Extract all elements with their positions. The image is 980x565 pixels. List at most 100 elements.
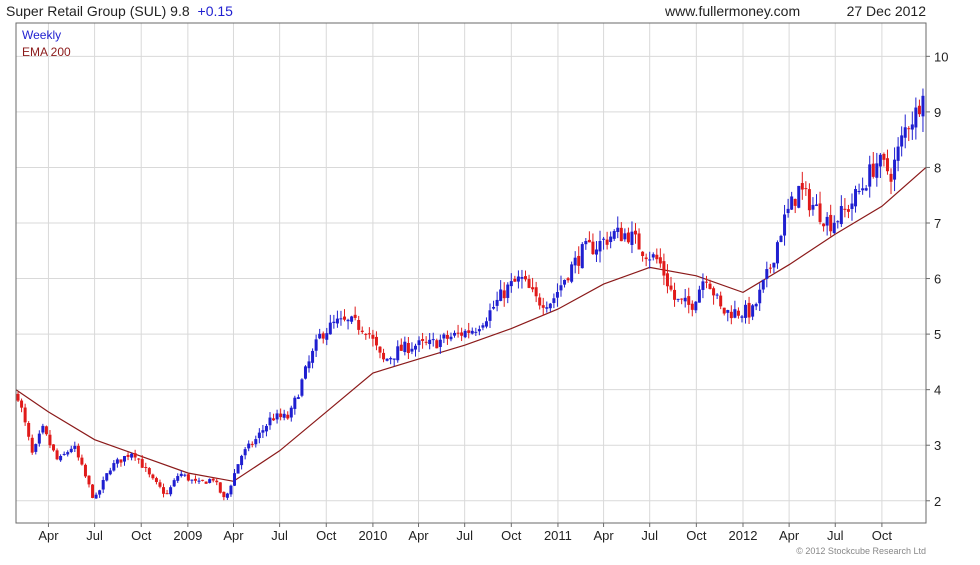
candle-body bbox=[623, 233, 627, 240]
candle bbox=[910, 111, 914, 140]
candle bbox=[563, 279, 567, 288]
candle bbox=[346, 318, 350, 330]
candle bbox=[421, 332, 425, 349]
candle-body bbox=[346, 319, 350, 322]
candle bbox=[115, 457, 119, 468]
candle-body bbox=[16, 393, 20, 401]
y-axis: 2 3 4 5 6 7 8 9 10 bbox=[926, 49, 948, 509]
candle bbox=[492, 300, 496, 310]
candle-body bbox=[137, 458, 141, 460]
candle-body bbox=[197, 480, 201, 482]
candle bbox=[80, 454, 84, 466]
candle bbox=[538, 293, 542, 310]
candle bbox=[552, 293, 556, 309]
candle-body bbox=[392, 358, 396, 360]
candle-body bbox=[878, 154, 882, 167]
candle bbox=[655, 248, 659, 264]
candle bbox=[793, 198, 797, 214]
candle bbox=[800, 171, 804, 200]
candle-body bbox=[534, 287, 538, 297]
candle-body bbox=[59, 455, 63, 461]
candle-body bbox=[257, 432, 261, 439]
candle bbox=[467, 322, 471, 339]
candle-body bbox=[839, 206, 843, 225]
candle-body bbox=[644, 257, 648, 260]
candle bbox=[740, 314, 744, 323]
candle-body bbox=[69, 448, 73, 453]
candle-body bbox=[83, 464, 87, 477]
candle bbox=[438, 334, 442, 354]
candle-body bbox=[172, 480, 176, 487]
candle bbox=[903, 114, 907, 149]
candle-body bbox=[477, 329, 481, 332]
candle-body bbox=[570, 264, 574, 282]
candle bbox=[275, 409, 279, 424]
candle-body bbox=[20, 400, 24, 408]
candle bbox=[495, 291, 499, 312]
candle bbox=[715, 293, 719, 300]
candle bbox=[460, 327, 464, 342]
candle bbox=[328, 314, 332, 335]
candle-body bbox=[559, 285, 563, 291]
candle bbox=[704, 275, 708, 289]
candle bbox=[825, 212, 829, 236]
candle-body bbox=[335, 318, 339, 324]
candle bbox=[701, 273, 705, 299]
candle bbox=[108, 467, 112, 476]
candle-body bbox=[154, 478, 158, 483]
candle-body bbox=[885, 158, 889, 172]
ema-line bbox=[15, 166, 927, 482]
candle-body bbox=[846, 209, 850, 212]
x-tick-label: 2011 bbox=[544, 528, 572, 543]
candle-body bbox=[900, 135, 904, 147]
candle bbox=[23, 403, 27, 426]
candle bbox=[339, 310, 343, 326]
candle bbox=[864, 185, 868, 192]
candle bbox=[147, 467, 151, 478]
candle-body bbox=[520, 276, 524, 279]
candle-body bbox=[648, 259, 652, 261]
candle-body bbox=[350, 316, 354, 322]
chart-title: Super Retail Group (SUL) 9.8 +0.15 bbox=[6, 3, 233, 19]
candle bbox=[257, 428, 261, 444]
x-tick-label: 2012 bbox=[729, 528, 758, 543]
candle-body bbox=[435, 340, 439, 349]
candle bbox=[254, 435, 258, 448]
candle-body bbox=[360, 330, 364, 332]
candle bbox=[612, 229, 616, 241]
candle bbox=[211, 477, 215, 483]
candle-body bbox=[23, 407, 27, 423]
candle-body bbox=[793, 198, 797, 206]
candle-body bbox=[637, 233, 641, 250]
candle bbox=[37, 430, 41, 447]
candle bbox=[598, 230, 602, 263]
candle-body bbox=[240, 455, 244, 466]
candle-body bbox=[807, 189, 811, 211]
candle bbox=[513, 275, 517, 282]
candle-body bbox=[907, 128, 911, 130]
candle bbox=[385, 358, 389, 362]
candle-body bbox=[272, 418, 276, 421]
y-tick-label: 4 bbox=[934, 383, 941, 398]
candle bbox=[669, 276, 673, 292]
candle-body bbox=[492, 306, 496, 309]
candle-body bbox=[41, 425, 45, 433]
candle bbox=[662, 253, 666, 286]
candle bbox=[119, 459, 123, 467]
y-tick-label: 6 bbox=[934, 272, 941, 287]
candle bbox=[786, 198, 790, 218]
candlestick-series bbox=[16, 88, 925, 501]
candle bbox=[474, 327, 478, 336]
candle-body bbox=[247, 443, 251, 449]
candle-body bbox=[673, 289, 677, 300]
candle bbox=[882, 152, 886, 167]
candle-body bbox=[222, 491, 226, 498]
candle-body bbox=[147, 468, 151, 475]
candle-body bbox=[754, 303, 758, 307]
candle bbox=[772, 262, 776, 274]
candle bbox=[499, 280, 503, 302]
candle-body bbox=[875, 163, 879, 178]
candle bbox=[456, 324, 460, 338]
candle bbox=[318, 328, 322, 340]
candle-body bbox=[683, 297, 687, 302]
